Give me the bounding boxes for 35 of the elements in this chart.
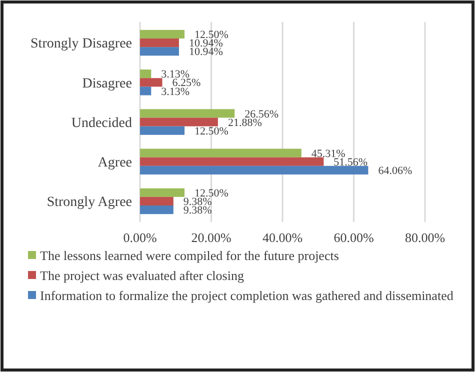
bar <box>140 78 162 87</box>
legend-label: The project was evaluated after closing <box>40 268 244 283</box>
bar <box>140 109 235 118</box>
x-tick-label: 20.00% <box>191 230 232 245</box>
bar <box>140 38 179 48</box>
bar <box>140 30 185 38</box>
x-tick-label: 80.00% <box>404 230 446 245</box>
y-tick-label: Strongly Disagree <box>30 36 132 52</box>
data-label: 64.06% <box>378 165 412 178</box>
bar <box>140 188 185 197</box>
bar <box>140 166 368 174</box>
bar <box>140 157 324 166</box>
x-tick-label: 60.00% <box>334 230 374 245</box>
data-label: 9.38% <box>183 204 212 217</box>
y-tick-label: Strongly Agree <box>46 195 132 210</box>
bar <box>140 70 152 78</box>
bar <box>140 126 185 135</box>
data-label: 12.50% <box>194 125 228 138</box>
bar <box>140 118 218 126</box>
data-label: 51.56% <box>334 156 368 168</box>
y-tick-label: Disagree <box>82 76 132 92</box>
data-label: 10.94% <box>188 46 223 58</box>
data-label: 21.88% <box>228 116 262 129</box>
bar <box>140 196 174 206</box>
y-tick-label: Agree <box>98 156 132 171</box>
y-tick-label: Undecided <box>71 116 132 131</box>
bar <box>140 148 302 158</box>
x-tick-label: 40.00% <box>262 230 303 245</box>
bar <box>140 47 179 56</box>
data-label: 3.13% <box>161 86 190 98</box>
bar <box>140 86 152 96</box>
legend-label: The lessons learned were compiled for the future projects <box>40 248 339 263</box>
bar <box>140 206 174 214</box>
x-tick-label: 0.00% <box>123 230 157 245</box>
legend-label: Information to formalize the project completion was gathered and disseminated <box>40 288 454 303</box>
